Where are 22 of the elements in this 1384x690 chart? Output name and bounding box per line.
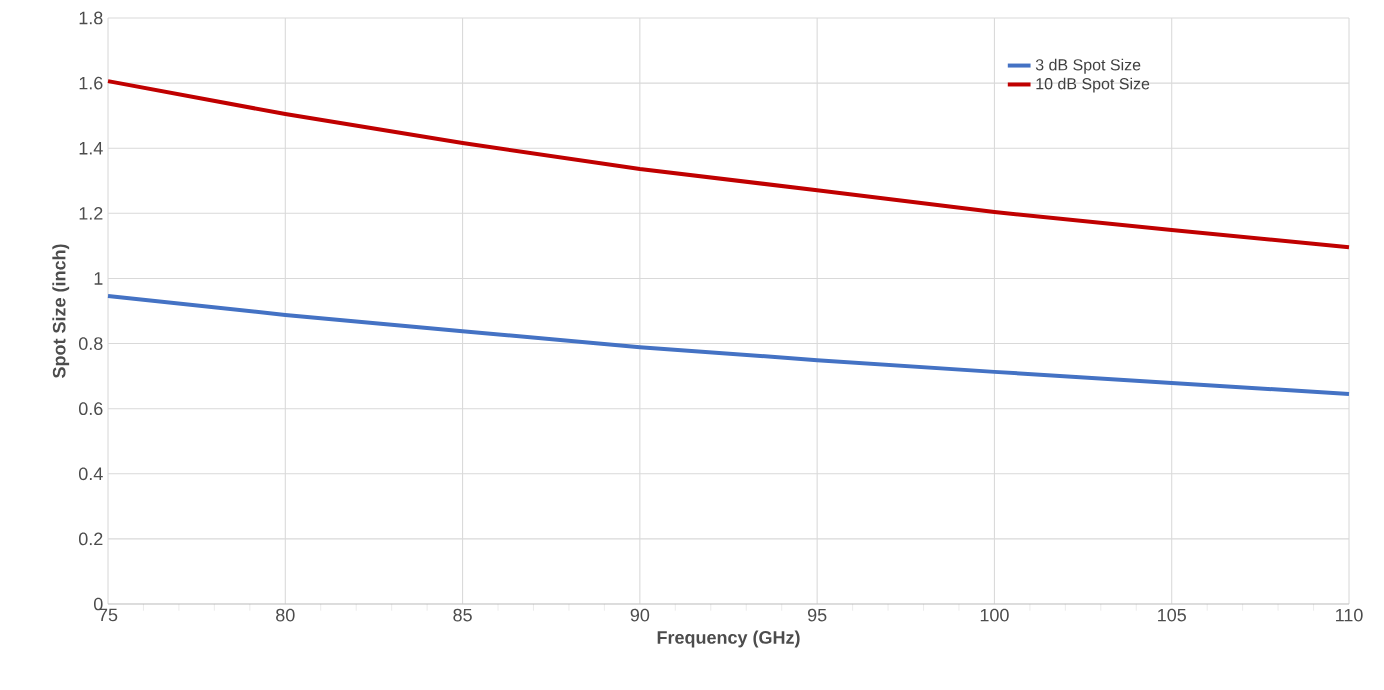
y-tick-label: 1.2 <box>79 207 103 220</box>
y-tick-label: 1.6 <box>79 76 103 90</box>
y-tick-label: 1 <box>94 272 103 285</box>
y-tick-label: 0.2 <box>78 532 103 546</box>
x-tick-label: 95 <box>807 608 827 622</box>
legend-label: 3 dB Spot Size <box>1035 58 1141 74</box>
x-tick-label: 80 <box>276 608 295 622</box>
y-axis-title: Spot Size (inch) <box>52 244 70 378</box>
x-tick-label: 90 <box>630 608 650 622</box>
y-tick-label: 0.8 <box>78 337 103 350</box>
y-tick-label: 0.6 <box>78 402 103 416</box>
x-tick-label: 100 <box>980 608 1009 622</box>
x-tick-label: 85 <box>453 608 472 622</box>
x-tick-label: 105 <box>1158 608 1186 622</box>
line-series <box>106 294 1352 397</box>
x-tick-label: 110 <box>1336 608 1363 622</box>
x-axis-title: Frequency (GHz) <box>657 630 800 648</box>
legend-label: 10 dB Spot Size <box>1036 77 1150 93</box>
y-tick-label: 0.4 <box>78 467 103 481</box>
y-tick-label: 1.4 <box>79 142 103 155</box>
y-tick-label: 1.8 <box>79 11 103 25</box>
line-series <box>106 79 1352 250</box>
